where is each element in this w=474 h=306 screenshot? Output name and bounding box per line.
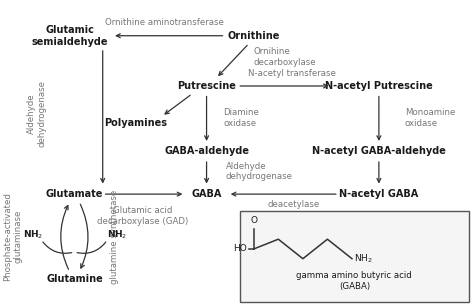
Text: Aldehyde
dehydrogenase: Aldehyde dehydrogenase: [27, 80, 46, 147]
Text: N-acetyl transferase: N-acetyl transferase: [247, 69, 336, 78]
Text: GABA: GABA: [191, 189, 222, 199]
Text: Glutamate: Glutamate: [46, 189, 103, 199]
Text: Ornihine
decarboxylase: Ornihine decarboxylase: [254, 47, 317, 67]
Text: HO: HO: [233, 244, 246, 253]
Text: Ornithine: Ornithine: [228, 31, 280, 41]
Text: NH$_2$: NH$_2$: [107, 229, 127, 241]
Text: N-acetyl GABA-aldehyde: N-acetyl GABA-aldehyde: [312, 147, 446, 156]
Text: Putrescine: Putrescine: [177, 81, 236, 91]
Text: N-acetyl GABA: N-acetyl GABA: [339, 189, 419, 199]
Text: glutamine synthetase: glutamine synthetase: [110, 190, 119, 284]
FancyBboxPatch shape: [240, 211, 469, 302]
Text: N-acetyl Putrescine: N-acetyl Putrescine: [325, 81, 433, 91]
Text: Ornithine aminotransferase: Ornithine aminotransferase: [105, 17, 224, 27]
Text: Polyamines: Polyamines: [104, 118, 167, 128]
Text: Monoamine
oxidase: Monoamine oxidase: [405, 108, 455, 128]
Text: deacetylase: deacetylase: [268, 200, 320, 209]
Text: Glutamic
semialdehyde: Glutamic semialdehyde: [31, 25, 108, 47]
Text: Glutamic acid
decarboxylase (GAD): Glutamic acid decarboxylase (GAD): [97, 206, 189, 226]
Text: gamma amino butyric acid
(GABA): gamma amino butyric acid (GABA): [296, 271, 412, 291]
Text: Aldehyde
dehydrogenase: Aldehyde dehydrogenase: [226, 162, 292, 181]
Text: O: O: [250, 216, 257, 225]
Text: NH$_2$: NH$_2$: [23, 229, 44, 241]
Text: GABA-aldehyde: GABA-aldehyde: [164, 147, 249, 156]
Text: Glutamine: Glutamine: [46, 274, 103, 284]
Text: Phosphate-activated
glutaminase: Phosphate-activated glutaminase: [3, 192, 23, 281]
Text: Diamine
oxidase: Diamine oxidase: [223, 108, 259, 128]
Text: NH$_2$: NH$_2$: [355, 252, 373, 265]
